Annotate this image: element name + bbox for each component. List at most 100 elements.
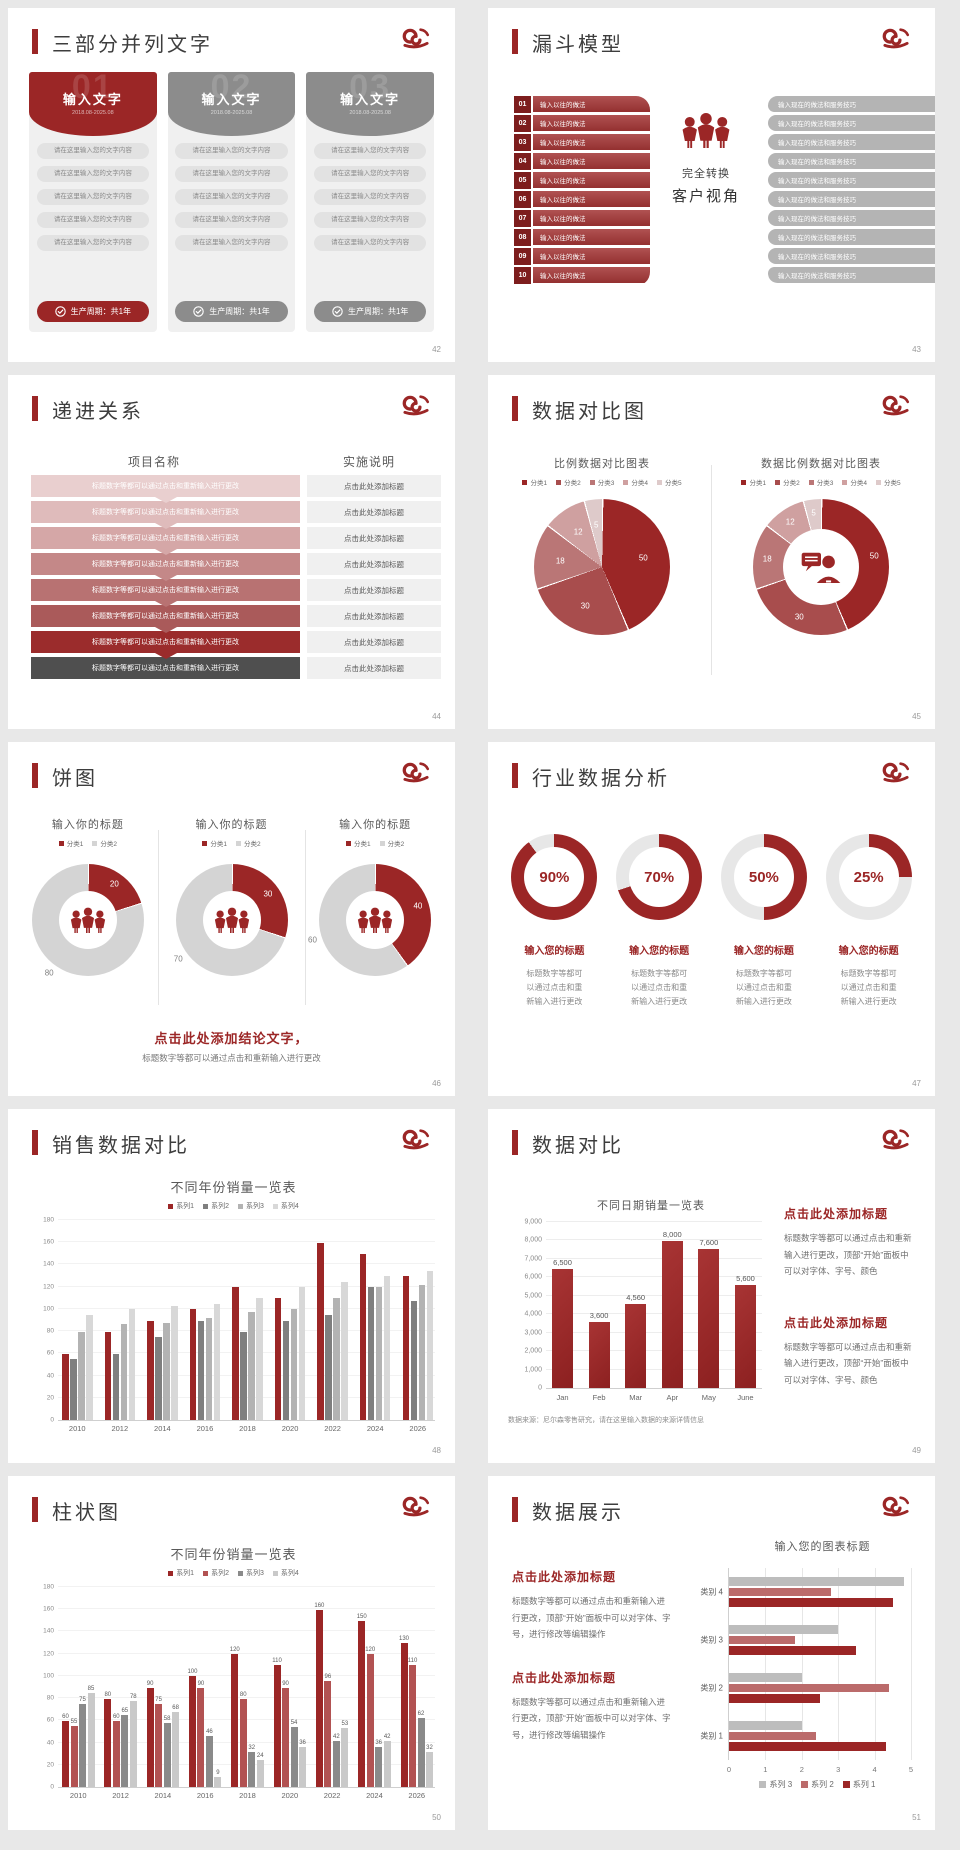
funnel-step-label: 输入以往的做法 bbox=[533, 248, 650, 265]
bar-wrap: 68 bbox=[172, 1588, 180, 1787]
slide-progressive-table[interactable]: 递进关系 项目名称 实施说明 标题数字等都可以通过点击和重新输入进行更改 点击此处… bbox=[8, 375, 455, 729]
bar-value-label: 42 bbox=[383, 1733, 391, 1740]
cloud-logo-icon bbox=[881, 393, 911, 416]
bar bbox=[298, 1287, 306, 1420]
y-axis-tick-label: 180 bbox=[43, 1216, 54, 1224]
bar-group: 2016 bbox=[189, 1221, 221, 1433]
bar bbox=[70, 1359, 77, 1420]
ring-heading: 输入您的标题 bbox=[524, 946, 585, 957]
x-axis-tick-label: 3 bbox=[836, 1765, 841, 1774]
bar bbox=[317, 1243, 324, 1420]
bar-wrap bbox=[418, 1221, 425, 1420]
bar bbox=[282, 1320, 290, 1420]
bar-group: 80 60 65 78 2012 bbox=[104, 1588, 137, 1800]
slide-pie-charts[interactable]: 饼图 输入你的标题 分类1 分类2 20 80 输入你的标题 分类1 分类2 30 70 输入你的标… bbox=[8, 742, 455, 1096]
legend-item: 分类1 bbox=[741, 477, 766, 487]
gridline bbox=[58, 1330, 435, 1332]
card-text-pill: 请在这里输入您的文字内容 bbox=[36, 143, 149, 159]
funnel-step-past: 05 输入以往的做法 bbox=[514, 172, 650, 189]
legend-swatch bbox=[801, 1781, 809, 1788]
donut-hole bbox=[202, 890, 261, 950]
bar-value-label: 32 bbox=[426, 1744, 433, 1751]
y-axis-tick-label: 9,000 bbox=[524, 1218, 542, 1226]
funnel-step-now: 输入现在的做法和服务技巧 bbox=[768, 172, 935, 188]
slide-title: 漏斗模型 bbox=[532, 34, 624, 56]
x-axis-tick-label: 2 bbox=[799, 1765, 804, 1774]
bar-value-label: 65 bbox=[121, 1708, 129, 1715]
slide-three-part-text[interactable]: 三部分并列文字 01 输入文字 2018.08-2025.08 请在这里输入您的文字内… bbox=[8, 8, 455, 362]
card-date-range: 2018.08-2025.08 bbox=[72, 110, 114, 116]
legend-item: 系列1 bbox=[168, 1568, 194, 1578]
bar-group: 2012 bbox=[104, 1221, 136, 1433]
bar bbox=[172, 1711, 180, 1787]
bar-wrap bbox=[240, 1221, 247, 1420]
bar-value-label: 150 bbox=[356, 1614, 367, 1621]
hbar-group: 类别 3 bbox=[700, 1616, 911, 1664]
slide-funnel-model[interactable]: 漏斗模型 01 输入以往的做法 02 输入以往的做法 03 输入以往的做法 04 输入以往的做… bbox=[488, 8, 935, 362]
bar-wrap: 53 bbox=[341, 1588, 349, 1787]
bar-value-label: 46 bbox=[206, 1729, 213, 1736]
chart-legend: 分类1 分类2 分类3 分类4 分类5 bbox=[498, 477, 706, 487]
bar-wrap bbox=[205, 1221, 213, 1420]
slide-data-comparison[interactable]: 数据对比 不同日期销量一览表 0 1,000 2,000 3,000 4,000 5,000… bbox=[488, 1109, 935, 1463]
funnel-step-now: 输入现在的做法和服务技巧 bbox=[768, 191, 935, 207]
chevron-tail bbox=[154, 549, 177, 555]
slide-header: 数据对比 bbox=[512, 1129, 911, 1157]
bar-wrap: 36 bbox=[299, 1588, 307, 1787]
page-number: 49 bbox=[912, 1446, 921, 1455]
block-heading: 点击此处添加标题 bbox=[784, 1315, 889, 1330]
donut-chart: 50 30 18 12 5 bbox=[753, 499, 889, 635]
bar-wrap bbox=[410, 1221, 417, 1420]
bar bbox=[188, 1676, 196, 1787]
bar bbox=[410, 1300, 417, 1420]
bar bbox=[104, 1331, 112, 1420]
bar-value-label: 5,600 bbox=[736, 1274, 755, 1284]
bar-wrap: 60 bbox=[62, 1588, 69, 1787]
option-card: 03 输入文字 2018.08-2025.08 请在这里输入您的文字内容 请在这里输入您… bbox=[306, 72, 435, 332]
bar bbox=[256, 1760, 264, 1787]
legend-label: 分类1 bbox=[210, 841, 227, 848]
bar bbox=[315, 1610, 323, 1787]
slide-title: 数据对比 bbox=[532, 1135, 624, 1157]
gridline bbox=[546, 1221, 762, 1222]
bar-value-label: 8,000 bbox=[662, 1230, 682, 1240]
slide-data-comparison-pies[interactable]: 数据对比图 比例数据对比图表 分类1 分类2 分类3 分类4 分类5 50 30 18 12 5 数… bbox=[488, 375, 935, 729]
funnel-center-line2: 客户视角 bbox=[671, 188, 740, 205]
accent-bar bbox=[512, 1130, 518, 1155]
bar-wrap bbox=[426, 1221, 433, 1420]
bar-wrap: 42 bbox=[332, 1588, 340, 1787]
cloud-logo-icon bbox=[401, 1494, 431, 1517]
legend-item: 分类2 bbox=[379, 838, 404, 848]
funnel-step-number: 08 bbox=[514, 229, 531, 246]
bar-value-label: 6,500 bbox=[553, 1257, 572, 1267]
legend-item: 分类5 bbox=[656, 477, 682, 487]
bar bbox=[205, 1318, 213, 1420]
slide-sales-comparison[interactable]: 销售数据对比 不同年份销量一览表 系列1 系列2 系列3 系列4 0 20 40 60 80 100… bbox=[8, 1109, 455, 1463]
ring-column: 25% 输入您的标题 标题数字等都可以通过点击和重新输入进行更改 bbox=[816, 828, 921, 1066]
bar-wrap bbox=[274, 1221, 282, 1420]
legend-label: 系列3 bbox=[246, 1570, 264, 1577]
funnel-step-now: 输入现在的做法和服务技巧 bbox=[768, 134, 935, 150]
y-axis-tick-label: 4,000 bbox=[524, 1310, 542, 1318]
card-text-pill: 请在这里输入您的文字内容 bbox=[314, 212, 427, 228]
hbar bbox=[729, 1625, 839, 1634]
category-label: 类别 4 bbox=[700, 1587, 723, 1597]
slide-data-display[interactable]: 数据展示 点击此处添加标题 标题数字等都可以通过点击和重新输入进行更改，顶部“开始… bbox=[488, 1476, 935, 1830]
legend-label: 分类1 bbox=[530, 480, 548, 487]
people-icon bbox=[69, 907, 107, 933]
y-axis-tick-label: 2,000 bbox=[524, 1347, 542, 1355]
bar bbox=[104, 1698, 112, 1787]
chart-legend: 系列1 系列2 系列3 系列4 bbox=[28, 1201, 439, 1211]
bar bbox=[332, 1740, 340, 1787]
donut-hole bbox=[782, 528, 860, 606]
bar-wrap: 4,560 bbox=[625, 1223, 647, 1388]
slide-header: 销售数据对比 bbox=[32, 1129, 431, 1157]
bar-value-label: 80 bbox=[239, 1691, 247, 1698]
legend-item: 系列2 bbox=[203, 1568, 229, 1578]
slide-column-chart[interactable]: 柱状图 不同年份销量一览表 系列1 系列2 系列3 系列4 0 20 40 60 80 100 120… bbox=[8, 1476, 455, 1830]
block-body: 标题数字等都可以通过点击和重新输入进行更改，顶部“开始”面板中可以对字体、字号，… bbox=[512, 1696, 671, 1740]
legend-label: 系列4 bbox=[280, 1570, 299, 1577]
y-axis-tick-label: 80 bbox=[46, 1694, 54, 1702]
slide-industry-analysis[interactable]: 行业数据分析 90% 输入您的标题 标题数字等都可以通过点击和重新输入进行更改 70%… bbox=[488, 742, 935, 1096]
bar bbox=[189, 1309, 197, 1420]
